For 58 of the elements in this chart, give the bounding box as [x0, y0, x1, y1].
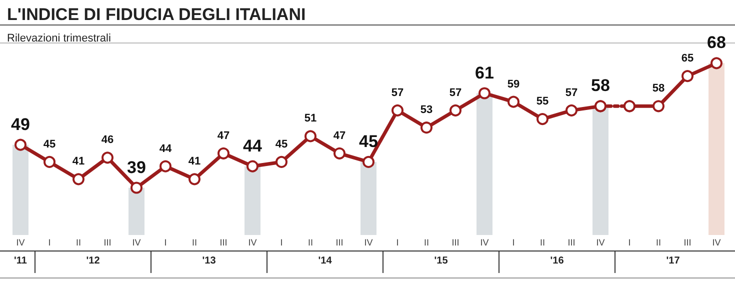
data-label: 47: [333, 130, 346, 142]
data-label: 58: [591, 76, 610, 96]
data-label: 65: [681, 52, 694, 65]
x-tick-label: IV: [16, 238, 25, 248]
text: '14: [318, 256, 332, 266]
x-tick-label: I: [164, 238, 167, 248]
x-tick-label: I: [396, 238, 399, 248]
x-tick-label: I: [512, 238, 515, 248]
data-label: 61: [475, 63, 494, 82]
text: '15: [434, 256, 448, 266]
data-label: 44: [159, 142, 172, 155]
x-tick-label: I: [48, 238, 51, 248]
x-tick-label: IV: [596, 238, 605, 248]
data-label: 45: [359, 132, 378, 151]
data-label: 49: [11, 114, 30, 134]
x-tick-label: II: [656, 238, 662, 248]
data-label: 58: [652, 82, 665, 95]
data-label: 51: [304, 112, 317, 125]
x-tick-label: III: [104, 238, 112, 248]
text: '17: [666, 256, 680, 266]
x-tick-label: III: [568, 238, 576, 248]
x-tick-label: IV: [364, 238, 373, 248]
data-label: 57: [449, 86, 462, 99]
x-tick-label: IV: [712, 238, 721, 248]
text: '11: [14, 256, 28, 266]
x-tick-label: I: [280, 238, 283, 248]
data-label: 41: [72, 156, 85, 168]
x-tick-label: IV: [480, 238, 489, 248]
x-tick-label: II: [192, 238, 198, 248]
x-tick-label: II: [540, 238, 546, 248]
x-tick-label: I: [628, 238, 631, 248]
x-tick-label: III: [336, 238, 344, 248]
text: '12: [86, 256, 100, 266]
data-label: 44: [243, 136, 262, 156]
x-tick-label: IV: [132, 238, 141, 248]
x-tick-label: IV: [248, 238, 257, 248]
chart-title: L'INDICE DI FIDUCIA DEGLI ITALIANI: [7, 5, 306, 24]
data-label: 39: [127, 158, 146, 177]
data-label: 47: [217, 130, 230, 142]
x-tick-label: III: [684, 238, 692, 248]
text: '13: [202, 256, 216, 266]
data-label: 41: [188, 156, 201, 168]
chart-subtitle: Rilevazioni trimestrali: [7, 32, 111, 44]
data-label: 57: [391, 86, 404, 99]
data-label: 45: [275, 138, 288, 150]
data-label: 53: [420, 104, 433, 116]
x-tick-label: II: [424, 238, 430, 248]
x-tick-label: II: [308, 238, 314, 248]
data-label: 45: [43, 138, 56, 150]
data-label: 59: [507, 78, 520, 90]
x-tick-label: III: [452, 238, 460, 248]
data-label: 57: [565, 86, 578, 99]
data-label: 46: [101, 134, 114, 146]
data-label: 68: [707, 33, 726, 52]
x-tick-label: III: [220, 238, 228, 248]
text: '16: [550, 256, 564, 266]
data-label: 55: [536, 96, 549, 108]
x-tick-label: II: [76, 238, 82, 248]
